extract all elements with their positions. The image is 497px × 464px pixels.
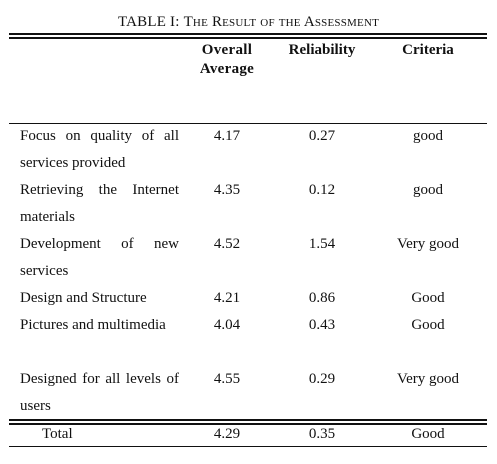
row-label: Pictures and multimedia (20, 317, 166, 333)
table-row: Retrieving the Internet materials 4.35 0… (0, 177, 497, 231)
row-criteria: Good (411, 317, 445, 333)
row-label: Design and Structure (20, 290, 147, 306)
table-body: Focus on quality of all services provide… (0, 123, 497, 420)
total-average: 4.29 (213, 426, 241, 442)
total-row: Total 4.29 0.35 Good (0, 423, 497, 446)
row-average: 4.55 (213, 371, 241, 387)
row-average: 4.04 (213, 317, 241, 333)
top-rule (9, 33, 487, 35)
row-reliability: 1.54 (308, 236, 336, 252)
row-reliability: 0.12 (308, 182, 336, 198)
row-label: Retrieving the Internet materials (20, 182, 179, 225)
row-criteria: good (413, 128, 443, 144)
total-reliability: 0.35 (308, 426, 336, 442)
table-row: Development of new services 4.52 1.54 Ve… (0, 231, 497, 285)
table-row: Pictures and multimedia 4.04 0.43 Good (0, 312, 497, 366)
header-reliability: Reliability (288, 42, 356, 58)
row-criteria: Very good (396, 236, 460, 252)
row-reliability: 0.27 (308, 128, 336, 144)
row-criteria: Good (411, 290, 445, 306)
row-reliability: 0.29 (308, 371, 336, 387)
table-caption: TABLE I: The Result of the Assessment (0, 14, 497, 31)
row-average: 4.17 (213, 128, 241, 144)
total-rule-second (9, 423, 487, 425)
row-criteria: good (413, 182, 443, 198)
top-rule-second (9, 37, 487, 39)
total-label: Total (42, 426, 73, 442)
total-rule (9, 419, 487, 421)
caption-prefix: TABLE I: (117, 14, 184, 30)
row-average: 4.21 (213, 290, 241, 306)
row-criteria: Very good (396, 371, 460, 387)
row-reliability: 0.43 (308, 317, 336, 333)
caption-text: The Result of the Assessment (183, 14, 380, 30)
row-label: Development of new services (20, 236, 179, 279)
row-reliability: 0.86 (308, 290, 336, 306)
row-label: Designed for all levels of users (20, 371, 179, 414)
row-average: 4.52 (213, 236, 241, 252)
table-row: Focus on quality of all services provide… (0, 123, 497, 177)
table-row: Design and Structure 4.21 0.86 Good (0, 285, 497, 312)
header-overall-average: Overall Average (199, 42, 255, 77)
table-row: Designed for all levels of users 4.55 0.… (0, 366, 497, 420)
total-criteria: Good (411, 426, 445, 442)
bottom-rule (9, 446, 487, 447)
header-rule (9, 123, 487, 124)
row-label: Focus on quality of all services provide… (20, 128, 179, 171)
row-average: 4.35 (213, 182, 241, 198)
header-criteria: Criteria (402, 42, 454, 58)
